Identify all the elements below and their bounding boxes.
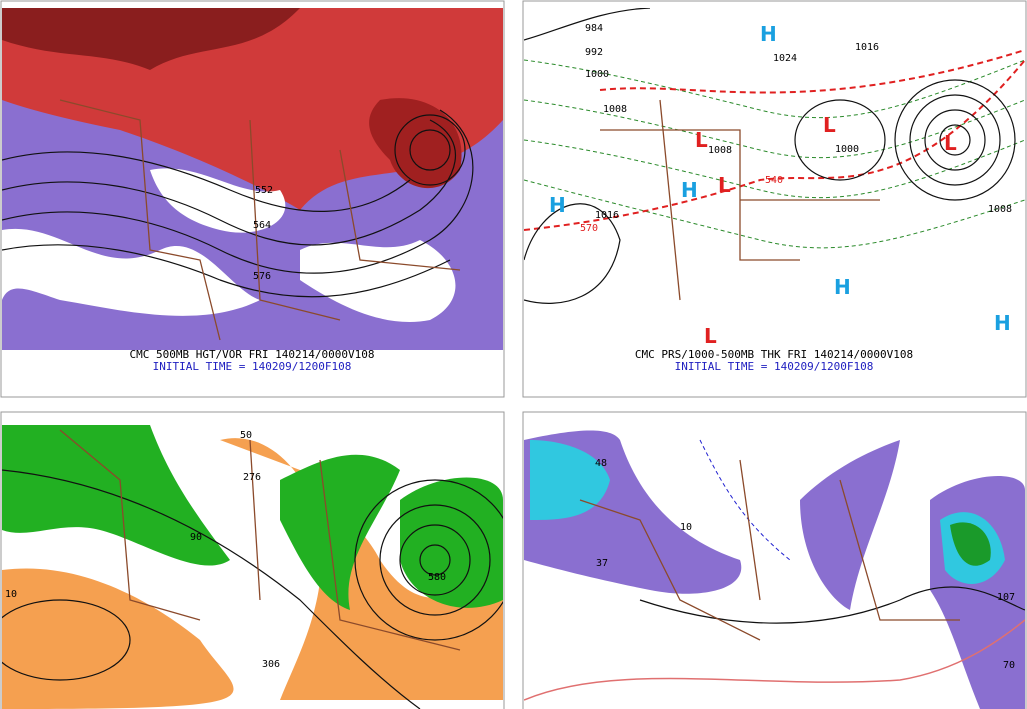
contour-label: 576 — [253, 271, 271, 282]
contour-label: 1000 — [585, 69, 609, 80]
pressure-map — [524, 8, 1025, 304]
low-marker: L — [944, 131, 957, 155]
contour-label: 37 — [596, 558, 608, 569]
contour-label: 10 — [680, 522, 692, 533]
caption: CMC 500MB HGT/VOR FRI 140214/0000V108 — [129, 348, 374, 361]
contour-label: 1000 — [835, 144, 859, 155]
contour-label: 552 — [255, 185, 273, 196]
high-marker: H — [834, 275, 851, 299]
vorticity-map — [2, 8, 503, 350]
contour-label: 306 — [262, 659, 280, 670]
contour-label: 992 — [585, 47, 603, 58]
caption: CMC PRS/1000-500MB THK FRI 140214/0000V1… — [635, 348, 913, 361]
contour-label: 564 — [253, 220, 271, 231]
precip-map — [524, 430, 1025, 709]
low-marker: L — [704, 324, 717, 348]
contour-label: 1024 — [773, 53, 797, 64]
contour-label: 570 — [580, 223, 598, 234]
contour-label: 1008 — [708, 145, 732, 156]
contour-label: 1016 — [595, 210, 619, 221]
contour-label: 540 — [765, 175, 783, 186]
labels: 984 992 1000 1008 1024 1016 1008 1000 570 540 1016… — [549, 22, 1012, 348]
initial-time: INITIAL TIME = 140209/1200F108 — [675, 360, 874, 373]
low-marker: L — [695, 128, 708, 152]
low-marker: L — [823, 113, 836, 137]
contour-label: 1008 — [988, 204, 1012, 215]
contour-label: 48 — [595, 458, 607, 469]
contour-label: 50 — [240, 430, 252, 441]
temperature-map — [2, 425, 503, 709]
contour-label: 90 — [190, 532, 202, 543]
initial-time: INITIAL TIME = 140209/1200F108 — [153, 360, 352, 373]
contour-label: 107 — [997, 592, 1015, 603]
contour-label: 1008 — [603, 104, 627, 115]
high-marker: H — [760, 22, 777, 46]
contour-label: 276 — [243, 472, 261, 483]
contour-label: 10 — [5, 589, 17, 600]
contour-label: 1016 — [855, 42, 879, 53]
low-marker: L — [718, 173, 731, 197]
high-marker: H — [549, 193, 566, 217]
high-marker: H — [994, 311, 1011, 335]
contour-label: 70 — [1003, 660, 1015, 671]
contour-label: 984 — [585, 23, 603, 34]
high-marker: H — [681, 178, 698, 202]
contour-label: 580 — [428, 572, 446, 583]
